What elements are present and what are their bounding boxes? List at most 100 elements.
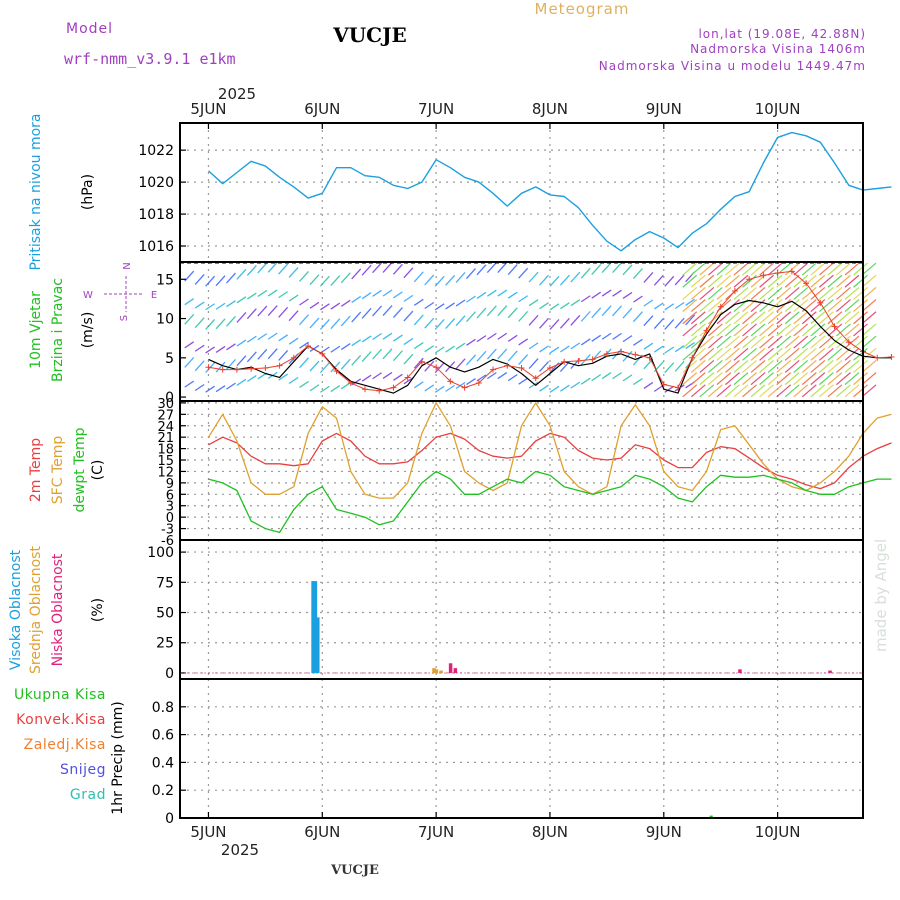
wind-gust-point	[233, 366, 240, 373]
wind-barb	[733, 359, 749, 373]
y-tick-label: 21	[157, 431, 174, 446]
wind-barb	[601, 262, 612, 273]
wind-barb	[716, 262, 732, 276]
wind-barb	[309, 274, 320, 286]
wind-barb	[759, 299, 774, 313]
wind-gust-point	[618, 348, 625, 355]
cloud-unit: (%)	[90, 598, 106, 622]
wind-barb	[559, 274, 570, 286]
wind-barb	[466, 338, 476, 346]
wind-barb	[793, 347, 809, 361]
wind-barb	[319, 275, 330, 287]
wind-gust-point	[660, 381, 667, 388]
wind-barb	[361, 292, 372, 300]
wind-barb	[518, 295, 529, 303]
wind-barb	[612, 372, 622, 380]
wind-barb	[507, 334, 518, 342]
wind-barb	[549, 319, 560, 330]
compass-rose: N W E S	[83, 262, 157, 321]
wind-barb	[434, 275, 445, 287]
wind-barb	[818, 347, 834, 361]
wind-barb	[759, 384, 774, 398]
wind-barb	[793, 286, 809, 300]
wind-barb	[299, 314, 310, 326]
wind-barb	[507, 291, 518, 299]
wind-gust-point	[333, 368, 340, 375]
wind-barb	[455, 315, 466, 327]
wind-barb	[570, 271, 581, 283]
wind-barb	[434, 303, 445, 311]
wind-barb	[455, 272, 466, 283]
wind-barb	[507, 264, 518, 276]
wind-barb	[827, 372, 843, 386]
wind-barb	[393, 334, 403, 342]
wind-barb	[194, 383, 205, 392]
wind-barb	[801, 384, 817, 398]
bottom-date-label: 5JUN	[190, 823, 226, 841]
wind-unit: (m/s)	[80, 312, 96, 349]
compass-s: S	[119, 315, 130, 321]
model-label: Model	[66, 21, 113, 37]
wind-barb	[733, 372, 749, 386]
wind-barb	[810, 323, 826, 337]
wind-barb	[853, 384, 868, 398]
wind-barb	[759, 286, 774, 300]
wind-barb	[226, 382, 236, 390]
wind-barb	[434, 319, 445, 330]
wind-barb	[392, 307, 403, 318]
wind-barb	[844, 359, 860, 373]
wind-barb	[716, 359, 732, 373]
wind-barb	[424, 274, 435, 286]
wind-barb	[591, 307, 602, 319]
wind-barb	[413, 314, 424, 326]
wind-gust-point	[461, 384, 468, 391]
wind-barb	[601, 305, 612, 317]
wind-barb	[750, 372, 766, 386]
wind-barb	[340, 315, 351, 327]
wind-barb	[844, 372, 860, 386]
wind-barb	[690, 347, 706, 361]
wind-border	[179, 261, 864, 402]
bottom-date-label: 6JUN	[304, 823, 340, 841]
wind-barb	[413, 271, 424, 283]
wind-gust-point	[845, 339, 852, 346]
wind-barb	[643, 381, 654, 390]
wind-barb	[707, 347, 723, 361]
wind-barb	[733, 347, 749, 361]
wind-gust-point	[262, 365, 269, 372]
wind-barb	[690, 274, 706, 288]
wind-barb	[476, 307, 487, 319]
wind-barb	[725, 384, 740, 398]
wind-barb	[818, 384, 834, 398]
wind-barb	[759, 311, 774, 325]
bottom-date-label: 10JUN	[755, 823, 801, 841]
precip-legend-item: Ukupna Kisa	[14, 687, 106, 703]
wind-barb	[372, 262, 383, 274]
wind-barb	[559, 317, 570, 329]
wind-barb	[445, 318, 456, 329]
wind-barb	[750, 384, 766, 398]
wind-barb	[776, 274, 792, 288]
compass-e: E	[151, 290, 157, 301]
wind-barb	[750, 311, 766, 325]
wind-barb	[767, 347, 783, 361]
wind-barb	[853, 359, 868, 373]
wind-barb	[784, 359, 800, 373]
wind-barb	[844, 286, 860, 300]
wind-barb	[633, 338, 643, 346]
wind-barb	[549, 275, 560, 287]
wind-barb	[257, 348, 268, 360]
wind-barb	[299, 380, 309, 388]
wind-barb	[707, 262, 723, 276]
y-tick-label: 0.8	[152, 700, 174, 716]
wind-barb	[643, 299, 654, 307]
wind-panel: 0 5 10 15 10m Vjetar Brzina i Pravac (m/s) N W E S	[28, 261, 895, 406]
wind-barb	[682, 335, 698, 349]
wind-barb	[424, 301, 435, 310]
wind-barb	[236, 312, 247, 323]
wind-barb	[853, 274, 868, 288]
wind-barb	[861, 286, 877, 300]
wind-gust-point	[760, 272, 767, 279]
wind-barb	[682, 262, 698, 276]
